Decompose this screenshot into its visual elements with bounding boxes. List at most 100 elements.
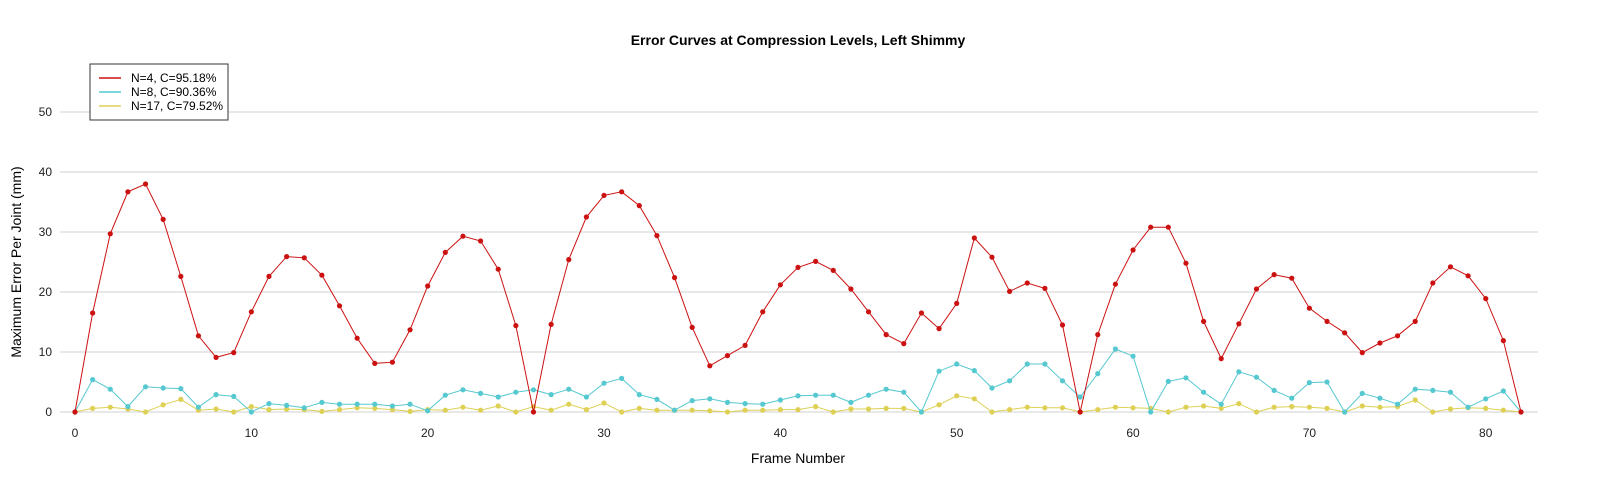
data-point [284, 254, 290, 260]
data-point [107, 404, 113, 410]
y-tick-label: 10 [39, 345, 53, 359]
data-point [830, 392, 836, 398]
data-point [1183, 260, 1189, 266]
data-point [1112, 281, 1119, 287]
data-point [583, 394, 589, 400]
data-point [548, 321, 554, 327]
data-point [865, 406, 872, 412]
y-tick-label: 20 [39, 285, 53, 299]
data-point [1306, 305, 1312, 311]
data-point [178, 386, 184, 392]
data-point [1236, 401, 1242, 407]
y-tick-label: 50 [39, 105, 53, 119]
data-point [601, 192, 607, 198]
data-point [813, 258, 819, 264]
data-point [284, 402, 290, 408]
data-point [319, 399, 325, 405]
data-point [1077, 394, 1083, 400]
series-group [72, 181, 1524, 415]
data-point [495, 394, 501, 400]
data-point [1465, 273, 1471, 279]
x-tick-label: 70 [1303, 426, 1317, 440]
data-point [1500, 338, 1506, 344]
data-point [654, 396, 660, 402]
data-point [1447, 406, 1454, 412]
data-point [1112, 346, 1119, 352]
legend-label: N=8, C=90.36% [131, 85, 217, 99]
data-point [760, 407, 766, 413]
data-point [1200, 389, 1207, 395]
data-point [865, 392, 872, 398]
data-point [107, 386, 113, 392]
data-point [1042, 405, 1048, 411]
grid-lines [60, 111, 1538, 413]
data-point [1377, 395, 1383, 401]
data-point [1200, 318, 1207, 324]
data-point [460, 233, 466, 239]
data-point [513, 323, 519, 329]
data-point [619, 189, 625, 195]
x-tick-label: 40 [774, 426, 788, 440]
data-point [1007, 407, 1013, 413]
data-point [654, 233, 660, 239]
data-point [954, 300, 960, 306]
data-point [1483, 405, 1489, 411]
data-point [883, 332, 889, 338]
data-point [1183, 404, 1189, 410]
data-point [1359, 390, 1365, 396]
x-tick-label: 0 [72, 426, 79, 440]
data-point [1500, 388, 1506, 394]
data-point [425, 408, 431, 414]
data-point [231, 350, 237, 356]
data-point [724, 409, 731, 415]
data-point [1377, 404, 1383, 410]
data-point [795, 393, 801, 399]
series-line [74, 348, 1522, 414]
data-point [1359, 403, 1365, 409]
x-tick-label: 80 [1479, 426, 1493, 440]
data-point [813, 392, 819, 398]
data-point [513, 389, 519, 395]
series-1 [72, 181, 1524, 415]
data-point [583, 214, 589, 220]
data-point [1130, 247, 1136, 253]
data-point [1130, 353, 1136, 359]
data-point [989, 254, 995, 260]
data-point [407, 401, 413, 407]
data-point [195, 404, 202, 410]
data-point [266, 401, 272, 407]
data-point [795, 407, 801, 413]
data-point [231, 393, 237, 399]
y-axis-label: Maximum Error Per Joint (mm) [8, 166, 24, 357]
data-point [107, 231, 113, 237]
data-point [460, 387, 466, 393]
data-point [477, 390, 484, 396]
x-tick-label: 60 [1126, 426, 1140, 440]
data-point [901, 341, 907, 347]
data-point [477, 407, 484, 413]
x-tick-label: 50 [950, 426, 964, 440]
data-point [425, 283, 431, 289]
data-point [636, 203, 642, 209]
data-point [495, 403, 501, 409]
data-point [125, 404, 131, 410]
data-point [883, 405, 889, 411]
series-2 [72, 346, 1524, 415]
data-point [1447, 389, 1454, 395]
data-point [1218, 401, 1224, 407]
data-point [1236, 321, 1242, 327]
data-point [178, 273, 184, 279]
data-point [213, 406, 219, 412]
data-point [90, 405, 96, 411]
data-point [1059, 378, 1066, 384]
data-point [1095, 407, 1101, 413]
data-point [90, 377, 96, 383]
data-point [160, 402, 166, 408]
data-point [1430, 409, 1436, 415]
data-point [530, 409, 537, 415]
data-point [1412, 386, 1418, 392]
data-point [1289, 395, 1295, 401]
data-point [689, 324, 695, 330]
data-point [231, 409, 237, 415]
